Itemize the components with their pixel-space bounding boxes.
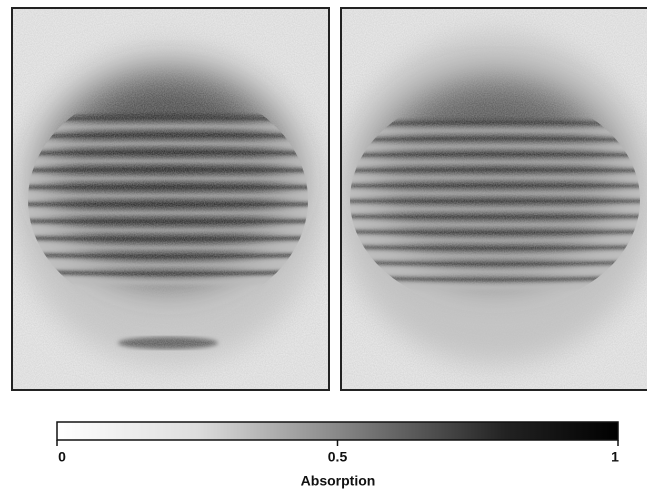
tick-label: 0.5 bbox=[328, 449, 348, 465]
colorbar-label: Absorption bbox=[301, 473, 376, 489]
image-panel-right bbox=[341, 8, 647, 390]
colorbar-gradient bbox=[56, 421, 619, 441]
panel-frame bbox=[11, 7, 330, 391]
colorbar: Absorption 0 0.5 1 bbox=[56, 421, 619, 489]
tick-label: 1 bbox=[611, 449, 619, 465]
image-panel-left bbox=[12, 8, 329, 390]
tick-label: 0 bbox=[58, 449, 66, 465]
panel-frame bbox=[340, 7, 647, 391]
